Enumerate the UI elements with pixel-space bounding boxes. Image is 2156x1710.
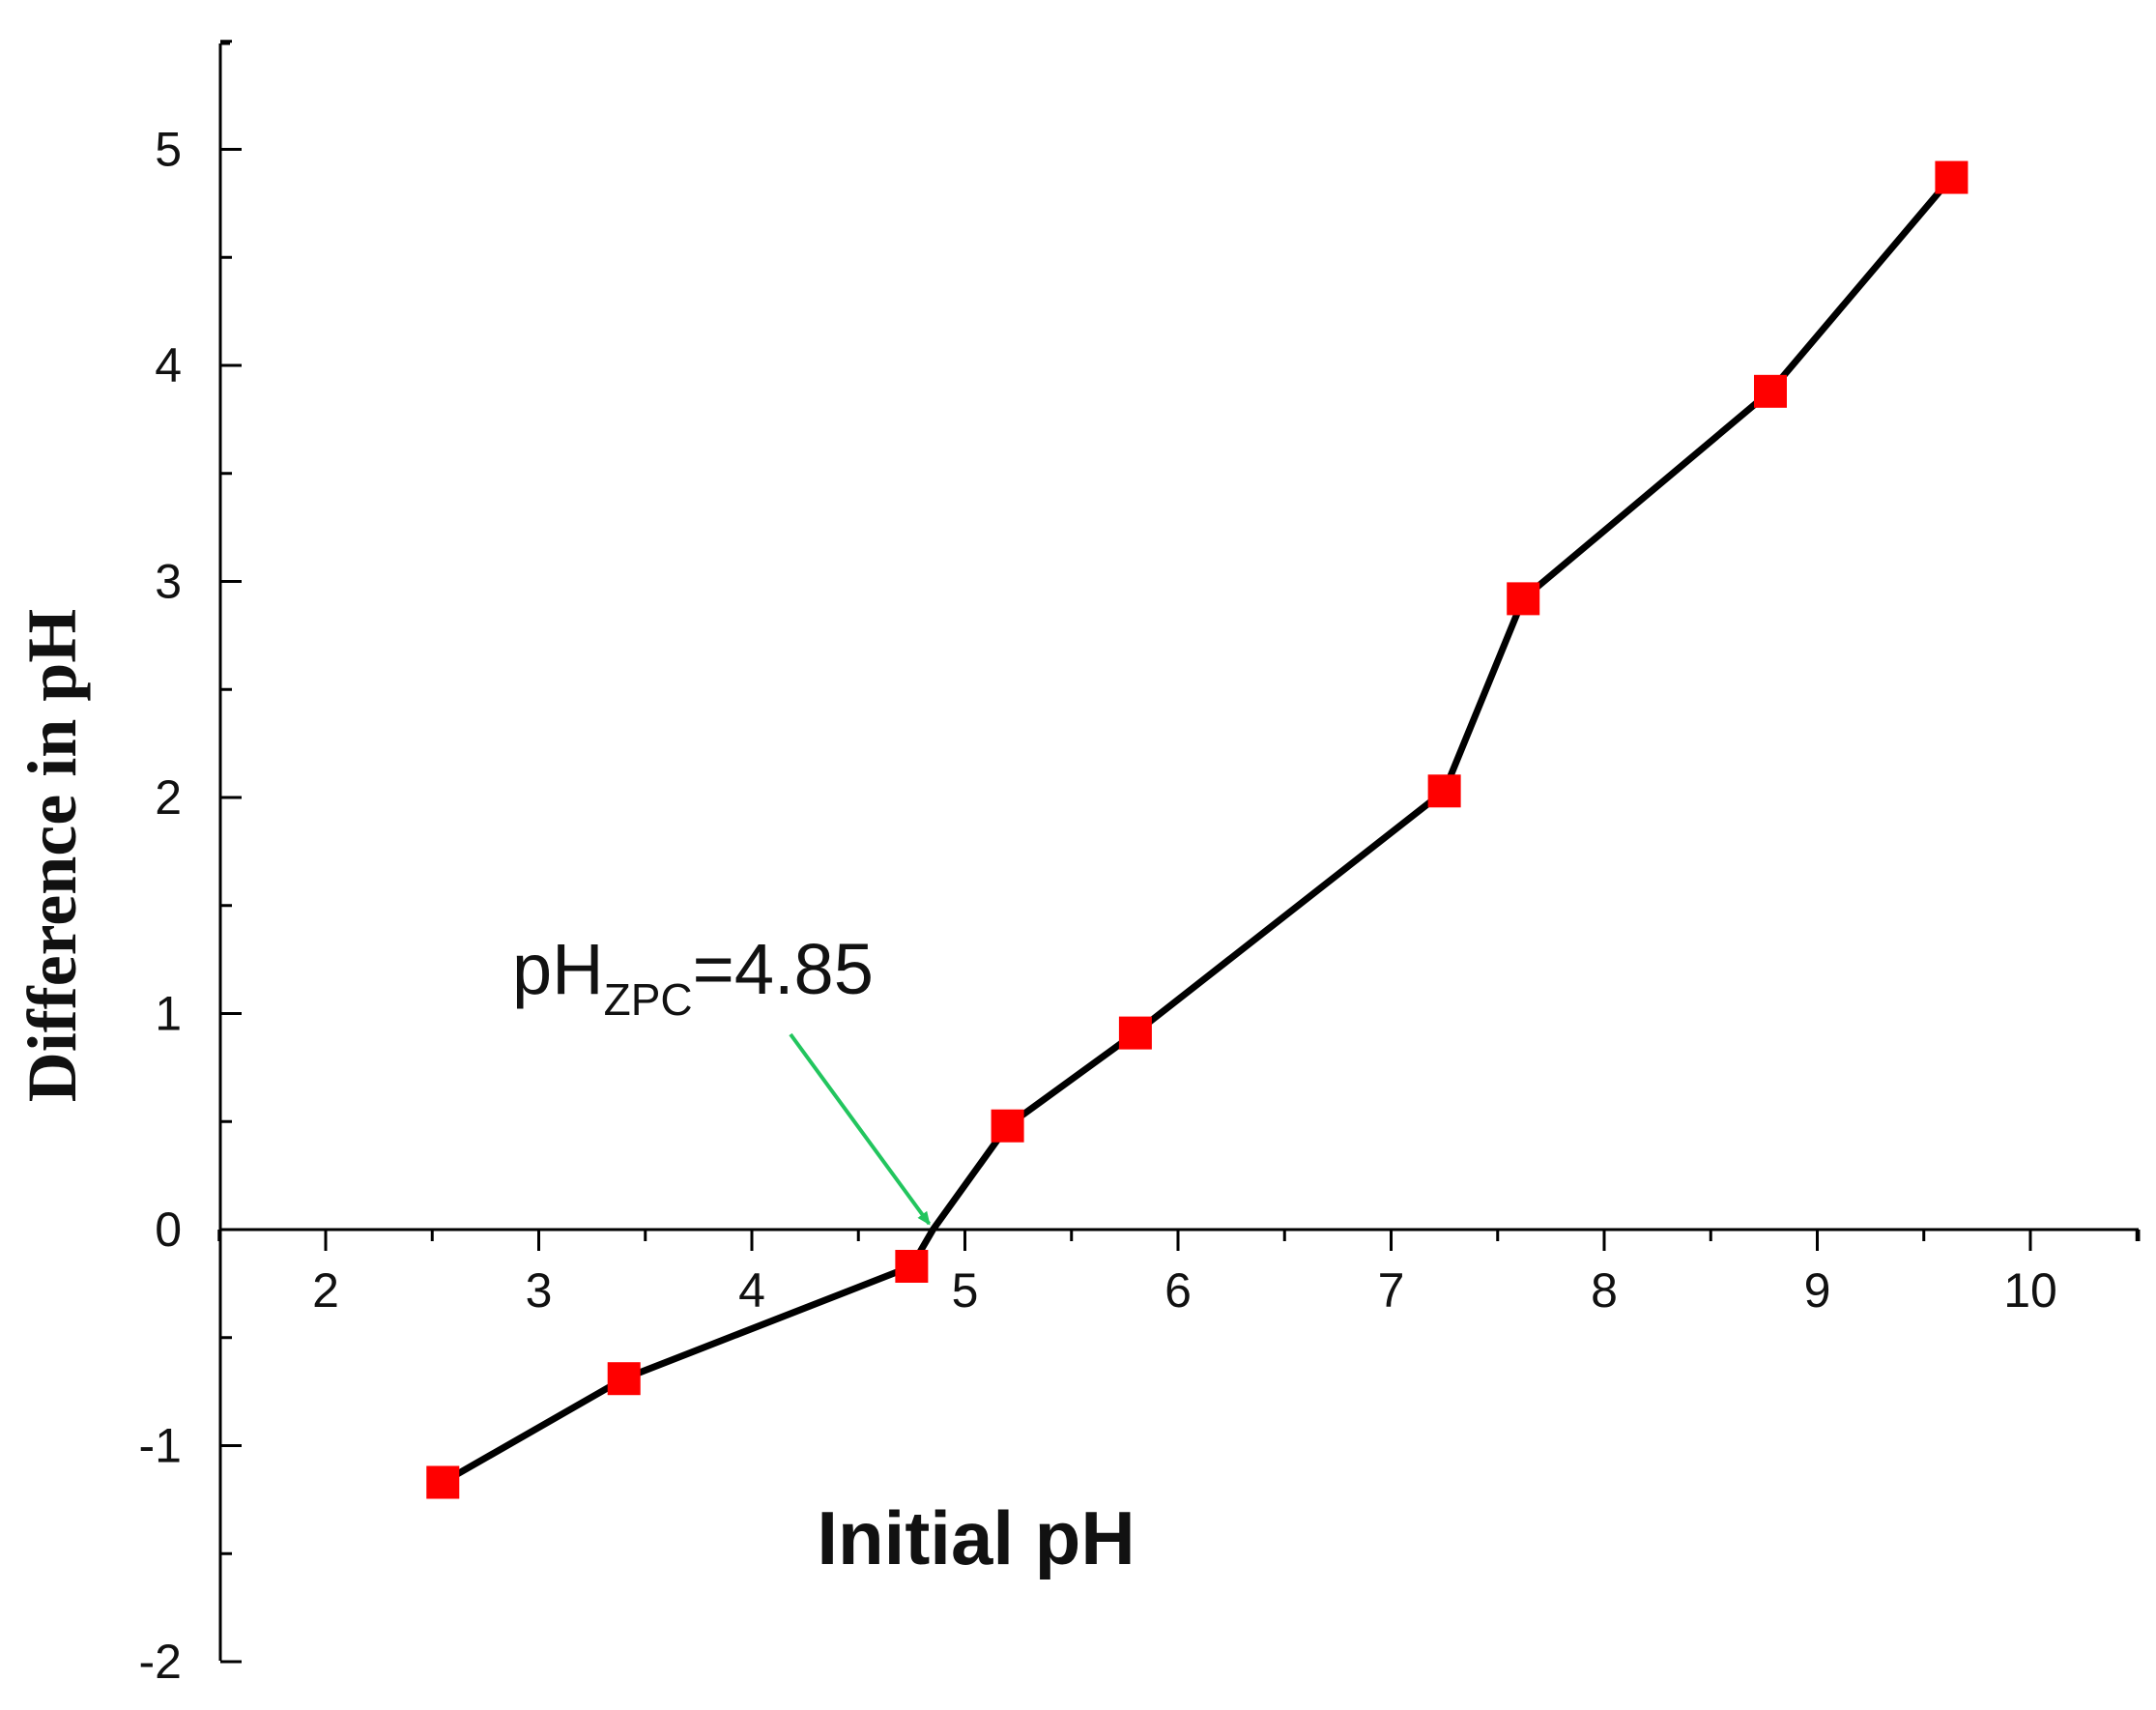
y-tick-label: 0 <box>155 1203 182 1257</box>
data-point-marker <box>1753 374 1787 408</box>
x-tick-label: 2 <box>312 1263 339 1318</box>
data-point-marker <box>1118 1016 1152 1050</box>
y-tick-label: -2 <box>139 1635 182 1689</box>
annotation-layer: pHZPC=4.85 <box>512 929 932 1226</box>
y-tick-label: -1 <box>139 1419 182 1473</box>
axes-layer: -2 -1 0 1 2 3 4 5 2 3 4 5 6 7 8 9 10 <box>139 40 2141 1689</box>
y-tick-label: 5 <box>155 123 182 177</box>
y-tick-label: 1 <box>155 987 182 1041</box>
data-point-marker <box>1427 774 1461 808</box>
x-tick-label: 8 <box>1591 1263 1618 1318</box>
x-tick-label: 9 <box>1804 1263 1831 1318</box>
y-tick-label: 4 <box>155 338 182 392</box>
annotation-value: =4.85 <box>693 929 874 1009</box>
data-point-marker <box>895 1249 929 1283</box>
series-layer <box>426 160 1969 1499</box>
x-tick-label: 4 <box>738 1263 765 1318</box>
x-tick-label: 3 <box>526 1263 553 1318</box>
x-tick-label: 5 <box>952 1263 979 1318</box>
y-axis-label: Difference in pH <box>14 609 91 1103</box>
data-point-marker <box>426 1465 460 1499</box>
y-tick-label: 3 <box>155 555 182 609</box>
annotation-arrow <box>789 1032 932 1226</box>
data-point-marker <box>607 1362 641 1396</box>
annotation-subscript: ZPC <box>604 974 693 1025</box>
data-point-marker <box>991 1109 1024 1143</box>
data-point-marker <box>1935 160 1969 194</box>
y-tick-label: 2 <box>155 770 182 825</box>
x-tick-label: 10 <box>2003 1263 2057 1318</box>
series-line <box>441 175 1955 1486</box>
x-tick-label: 6 <box>1164 1263 1192 1318</box>
annotation-main: pH <box>512 929 604 1009</box>
data-point-marker <box>1507 582 1540 616</box>
x-tick-label: 7 <box>1378 1263 1405 1318</box>
zpc-annotation: pHZPC=4.85 <box>512 929 874 1025</box>
x-axis-label: Initial pH <box>817 1495 1135 1580</box>
